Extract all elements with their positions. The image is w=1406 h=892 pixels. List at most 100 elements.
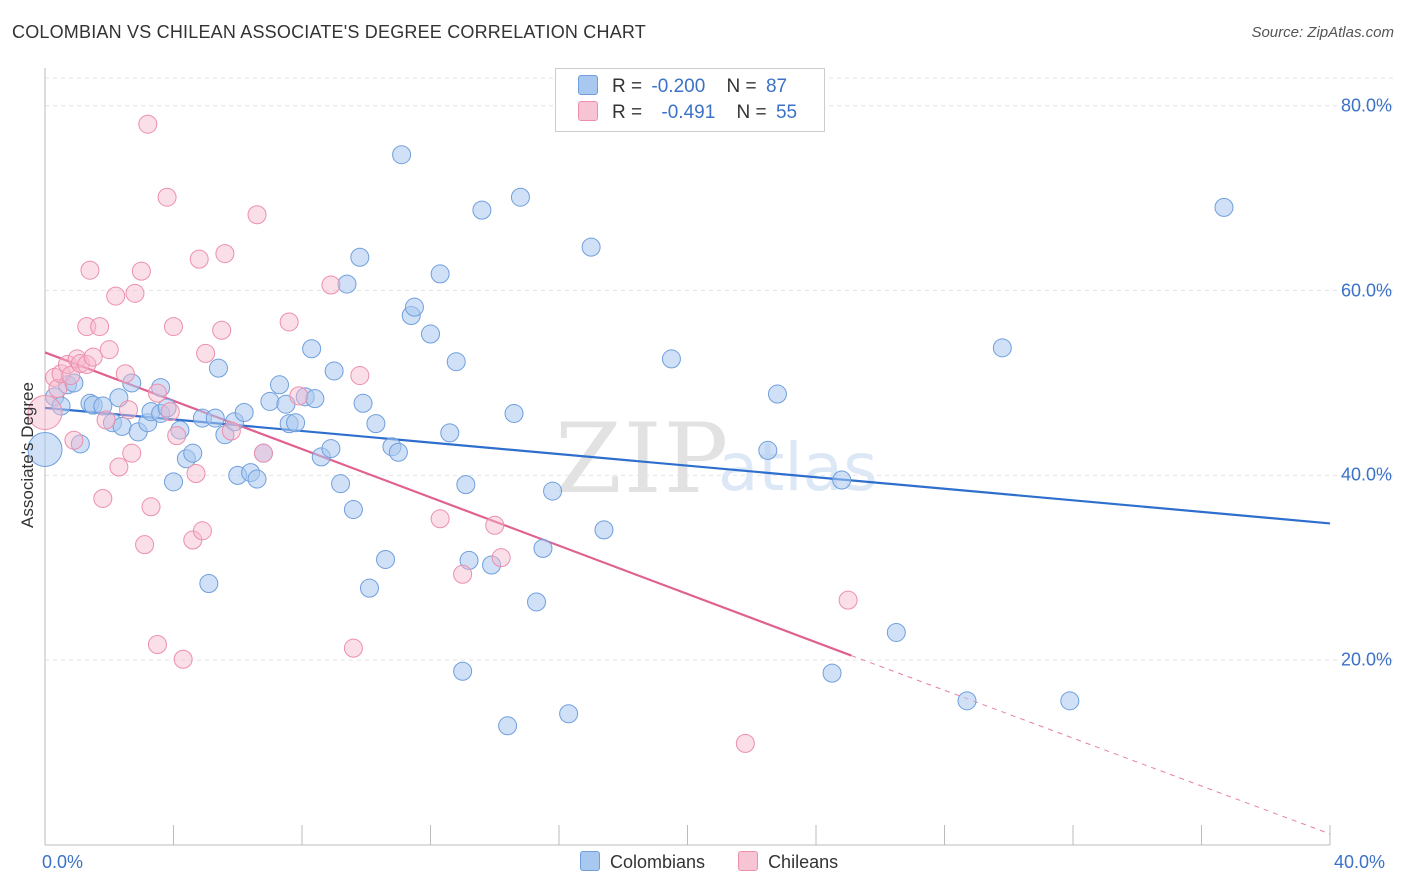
colombian-point	[527, 592, 547, 612]
chilean-point	[485, 515, 505, 535]
colombian-point	[183, 443, 203, 463]
y-tick-label: 20.0%	[1340, 649, 1392, 670]
colombian-point	[543, 481, 563, 501]
colombian-point	[504, 403, 524, 423]
y-tick-label: 60.0%	[1340, 280, 1392, 301]
source-label: Source: ZipAtlas.com	[1251, 24, 1394, 41]
colombian-point	[533, 538, 553, 558]
colombian-point	[430, 264, 450, 284]
colombian-point	[446, 352, 466, 372]
colombian-point	[421, 324, 440, 344]
chilean-point	[64, 430, 84, 450]
legend-label-colombians: Colombians	[610, 852, 706, 872]
colombian-point	[581, 237, 601, 257]
chilean-point	[453, 564, 473, 584]
chilean-point	[115, 364, 135, 384]
colombian-point	[559, 704, 579, 724]
x-tick-label-max: 40.0%	[1334, 852, 1386, 872]
chilean-point	[192, 521, 212, 541]
colombian-point	[70, 434, 90, 454]
chilean-point	[735, 733, 755, 753]
colombian-point	[822, 663, 842, 683]
legend-n-value: 87	[765, 76, 788, 97]
colombian-point	[151, 378, 171, 398]
chilean-point	[343, 638, 363, 658]
chilean-point	[253, 443, 273, 463]
chilean-point	[48, 378, 68, 398]
chilean-point	[77, 354, 97, 374]
chilean-point	[196, 343, 216, 363]
chilean-point	[247, 205, 267, 225]
chilean-point	[90, 317, 110, 337]
colombians-points	[27, 145, 1234, 736]
watermark-atlas: atlas	[718, 429, 878, 506]
colombian-point	[343, 500, 363, 520]
colombian-point	[886, 622, 906, 642]
colombian-point	[594, 520, 614, 540]
chilean-point	[51, 364, 71, 384]
chilean-point	[491, 548, 511, 568]
colombian-point	[498, 716, 518, 736]
trend-lines	[44, 351, 1331, 835]
legend-swatch-blue	[578, 74, 598, 95]
chilean-point	[167, 426, 187, 446]
colombian-point	[453, 661, 473, 681]
colombian-point	[359, 578, 379, 598]
chileans-trend-line-extension	[851, 655, 1331, 835]
legend-swatch-pink	[578, 100, 598, 121]
chilean-point	[838, 590, 858, 610]
watermark: ZIP atlas	[555, 403, 878, 515]
chilean-point	[157, 187, 177, 207]
colombian-point	[27, 431, 63, 467]
legend-swatch-pink	[738, 851, 759, 872]
chilean-point	[27, 395, 63, 431]
chilean-point	[122, 443, 142, 463]
chilean-point	[96, 410, 116, 430]
colombian-point	[199, 573, 219, 593]
legend-row-colombians: R = -0.200 N = 87	[578, 74, 788, 100]
colombian-point	[472, 200, 492, 220]
chilean-point	[99, 340, 119, 360]
colombian-point	[324, 361, 344, 381]
colombian-point	[661, 349, 681, 369]
colombian-point	[459, 550, 479, 570]
chilean-point	[212, 320, 232, 340]
colombian-point	[366, 414, 386, 434]
colombians-trend-line	[44, 406, 1331, 525]
chilean-point	[106, 286, 126, 306]
y-tick-label: 80.0%	[1340, 95, 1392, 116]
colombian-point	[270, 375, 290, 395]
colombian-point	[353, 393, 373, 413]
colombian-point	[350, 247, 370, 267]
chilean-point	[119, 400, 139, 420]
colombian-point	[957, 691, 977, 711]
colombian-point	[247, 469, 267, 489]
colombian-point	[170, 420, 190, 440]
series-legend: Colombians Chileans	[580, 851, 866, 873]
colombian-point	[456, 475, 476, 495]
chilean-point	[83, 347, 103, 367]
chilean-point	[289, 386, 309, 406]
chilean-point	[215, 244, 235, 264]
colombian-point	[305, 389, 325, 409]
colombian-point	[337, 274, 357, 294]
legend-item-colombians[interactable]: Colombians	[580, 851, 706, 873]
colombian-point	[388, 442, 408, 462]
colombian-point	[260, 391, 280, 411]
chilean-point	[141, 497, 161, 517]
legend-item-chileans[interactable]: Chileans	[738, 851, 838, 873]
chilean-point	[279, 312, 299, 332]
colombian-point	[122, 373, 142, 393]
chilean-point	[125, 283, 145, 303]
chilean-point	[147, 634, 167, 654]
chilean-point	[138, 114, 158, 134]
chilean-point	[321, 275, 341, 295]
chileans-trend-line	[44, 351, 852, 657]
correlation-legend: R = -0.200 N = 87 R = -0.491 N = 55	[555, 68, 825, 132]
chilean-point	[160, 402, 180, 422]
colombian-point	[1060, 691, 1080, 711]
chart-title: COLOMBIAN VS CHILEAN ASSOCIATE'S DEGREE …	[12, 22, 646, 42]
colombian-point	[758, 440, 778, 460]
colombian-point	[510, 187, 530, 207]
chileans-points	[27, 114, 858, 753]
